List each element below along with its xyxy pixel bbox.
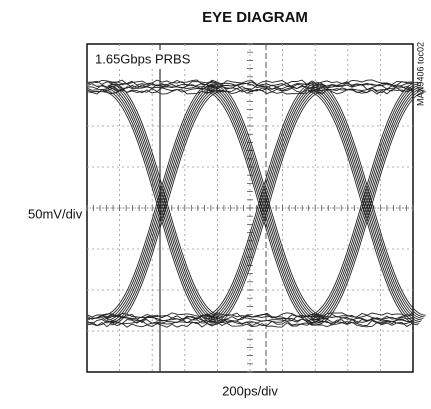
title: EYE DIAGRAM xyxy=(202,9,308,26)
annotation: 1.65Gbps PRBS xyxy=(95,51,191,66)
side-label: MAX9406 toc02 xyxy=(415,42,425,106)
eye-diagram-figure: EYE DIAGRAM 1.65Gbps PRBS 50mV/div 200ps… xyxy=(0,0,431,409)
y-label: 50mV/div xyxy=(28,206,83,221)
x-label: 200ps/div xyxy=(222,383,278,398)
